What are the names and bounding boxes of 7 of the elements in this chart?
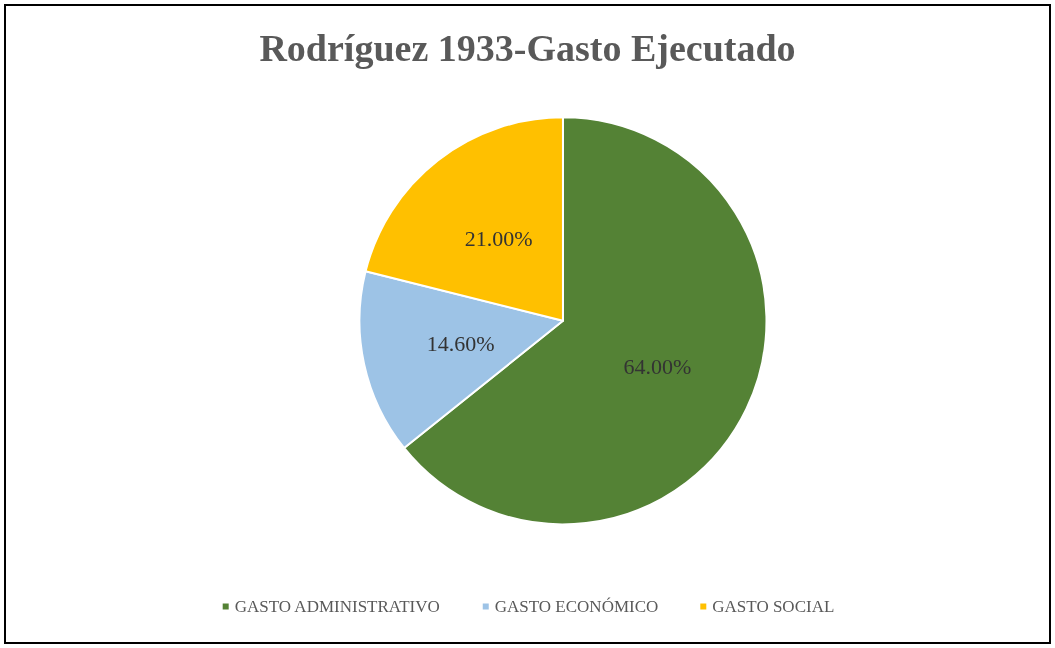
chart-title: Rodríguez 1933-Gasto Ejecutado (259, 27, 796, 69)
legend-label: GASTO SOCIAL (712, 597, 835, 616)
legend-label: GASTO ECONÓMICO (494, 597, 659, 616)
legend-label: GASTO ADMINISTRATIVO (234, 597, 440, 616)
data-label: 64.00% (623, 353, 692, 379)
data-label: 21.00% (464, 225, 533, 251)
data-label: 14.60% (426, 330, 495, 356)
